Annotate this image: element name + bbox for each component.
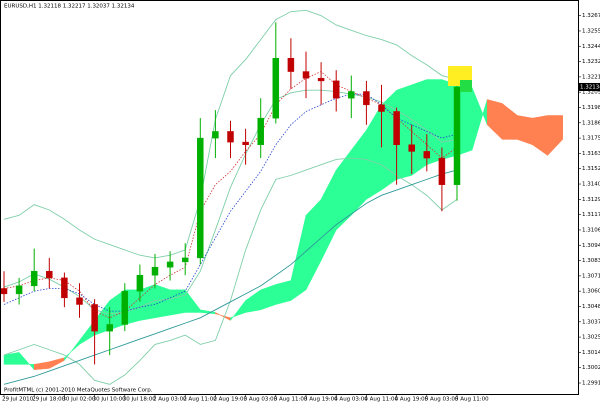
candle-body [287,57,295,72]
cloud-segment [411,79,428,176]
candle-body [363,91,370,106]
candle-body [181,257,189,263]
x-tick-label: 29 Jul 18:00 [32,397,65,403]
y-tick-label: 1.31750 [582,136,600,142]
y-tick-label: 1.30830 [582,258,600,264]
cloud-segment [275,280,292,305]
candle-body [408,144,415,152]
x-tick-label: 4 Aug 19:00 [395,397,429,403]
candle-body [423,151,431,159]
x-tick-label: 29 Jul 2010 [2,397,34,403]
y-tick-label: 1.30485 [582,304,600,310]
candle-body [317,77,325,82]
candle-body [227,131,234,143]
cloud-segment [547,115,563,157]
indicator-line [3,71,458,319]
y-tick-label: 1.31405 [582,182,600,188]
y-tick-label: 1.29910 [582,381,600,387]
x-tick-label: 3 Aug 11:00 [274,397,308,403]
marker-box [460,80,472,92]
candle-body [272,57,280,119]
y-tick-label: 1.31290 [582,197,600,203]
y-tick-label: 1.30600 [582,289,600,295]
candle-body [61,277,68,299]
y-tick-label: 1.32325 [582,59,600,65]
x-tick-label: 2 Aug 19:00 [213,397,247,403]
candle-body [166,261,174,268]
indicator-line [3,157,458,385]
y-tick-label: 1.30945 [582,243,600,249]
y-tick-label: 1.30025 [582,365,600,371]
candle-body [438,157,446,185]
y-tick-label: 1.30140 [582,350,600,356]
candle-body [332,80,340,99]
candle-body [136,274,144,292]
y-tick-label: 1.30255 [582,335,600,341]
x-tick-label: 30 Jul 02:00 [62,397,95,403]
candle-body [46,270,53,279]
candle-body [121,290,129,325]
x-tick-label: 2 Aug 11:00 [183,397,217,403]
y-tick-label: 1.31635 [582,151,600,157]
y-tick-label: 1.31175 [582,212,600,218]
y-tick-label: 1.31865 [582,120,600,126]
last-price-label: 1.32134 [580,84,600,90]
candle-body [242,141,249,146]
last-price-box [579,82,600,91]
y-tick-label: 1.31520 [582,166,600,172]
candle-body [30,270,38,287]
y-tick-label: 1.32670 [582,13,600,19]
x-tick-label: 30 Jul 18:00 [123,397,156,403]
footer: ProfitMTML (c) 2001-2010 MetaQuotes Soft… [4,388,153,394]
indicator-line [3,9,458,259]
x-tick-label: 30 Jul 10:00 [93,397,126,403]
y-tick-label: 1.30715 [582,273,600,279]
x-tick-label: 4 Aug 11:00 [364,397,398,403]
candle-body [453,86,461,185]
y-tick-label: 1.32210 [582,74,600,80]
y-tick-label: 1.32440 [582,44,600,50]
candle-body [378,104,385,112]
candle-body [212,131,219,139]
candle-body [348,91,355,99]
cloud-segment [517,115,533,146]
y-tick-label: 1.31060 [582,227,600,233]
candle-body [91,304,98,332]
x-tick-label: 3 Aug 19:00 [304,397,338,403]
candle-body [257,117,264,146]
candle-body [76,297,83,305]
candle-body [151,266,159,276]
x-tick-label: 4 Aug 03:00 [334,397,368,403]
candle-body [197,137,204,259]
x-tick-label: 5 Aug 11:00 [455,397,489,403]
y-tick-label: 1.30370 [582,319,600,325]
candle-body [393,111,400,146]
x-tick-label: 5 Aug 03:00 [425,397,459,403]
candle-body [15,285,23,295]
x-tick-label: 3 Aug 03:00 [244,397,278,403]
y-tick-label: 1.31980 [582,105,600,111]
candle-body [106,324,113,332]
x-tick-label: 2 Aug 03:00 [153,397,187,403]
candle-body [0,288,8,295]
cloud-segment [169,289,186,316]
y-tick-label: 1.32555 [582,28,600,34]
plot [0,9,563,385]
y-tick-label: 1.32095 [582,90,600,96]
plot-frame [0,0,579,395]
candle-body [302,71,310,79]
chart-title: EURUSD,H1 1.32118 1.32217 1.32037 1.3213… [4,4,135,10]
indicator-line [3,169,458,385]
